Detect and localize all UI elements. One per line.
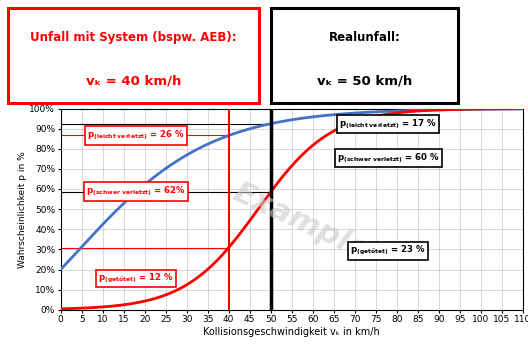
Text: vₖ = 40 km/h: vₖ = 40 km/h <box>86 75 181 88</box>
Text: Realunfall:: Realunfall: <box>328 31 400 44</box>
Y-axis label: Wahrscheinlichkeit p in %: Wahrscheinlichkeit p in % <box>17 151 26 267</box>
Text: $\mathbf{p_{(schwer\ verletzt)}}$ = 62%: $\mathbf{p_{(schwer\ verletzt)}}$ = 62% <box>86 185 186 198</box>
Text: $\mathbf{p_{(schwer\ verletzt)}}$ = 60 %: $\mathbf{p_{(schwer\ verletzt)}}$ = 60 % <box>337 151 440 165</box>
Text: vₖ = 50 km/h: vₖ = 50 km/h <box>317 75 412 88</box>
X-axis label: Kollisionsgeschwindigkeit vₖ in km/h: Kollisionsgeschwindigkeit vₖ in km/h <box>203 327 380 337</box>
Text: $\mathbf{p_{(leicht\ verletzt)}}$ = 26 %: $\mathbf{p_{(leicht\ verletzt)}}$ = 26 % <box>87 128 185 142</box>
FancyBboxPatch shape <box>8 8 259 103</box>
Text: Unfall mit System (bspw. AEB):: Unfall mit System (bspw. AEB): <box>30 31 237 44</box>
Text: $\mathbf{p_{(get\ddot{o}tet)}}$ = 23 %: $\mathbf{p_{(get\ddot{o}tet)}}$ = 23 % <box>351 244 426 257</box>
FancyBboxPatch shape <box>270 8 458 103</box>
Text: Example: Example <box>229 177 373 265</box>
Text: $\mathbf{p_{(get\ddot{o}tet)}}$ = 12 %: $\mathbf{p_{(get\ddot{o}tet)}}$ = 12 % <box>98 272 174 285</box>
Text: $\mathbf{p_{(leicht\ verletzt)}}$ = 17 %: $\mathbf{p_{(leicht\ verletzt)}}$ = 17 % <box>340 117 437 131</box>
